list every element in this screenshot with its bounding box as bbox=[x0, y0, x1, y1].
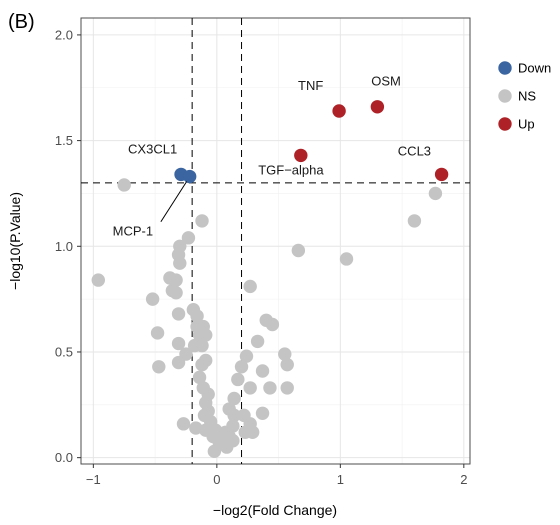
data-point-ns bbox=[227, 391, 241, 406]
data-point-ns bbox=[250, 334, 265, 349]
legend-label: NS bbox=[518, 89, 536, 104]
x-tick-label: −1 bbox=[86, 472, 101, 487]
legend-label: Up bbox=[518, 117, 535, 132]
data-point-ns bbox=[176, 417, 191, 431]
data-point-ns bbox=[195, 338, 209, 353]
annotation-label: OSM bbox=[371, 74, 401, 89]
data-point-ns bbox=[195, 357, 209, 372]
legend: Down NS Up bbox=[498, 61, 551, 132]
x-tick-label: 0 bbox=[213, 472, 220, 487]
data-point-ns bbox=[171, 355, 186, 370]
data-point-ns bbox=[339, 252, 354, 266]
legend-label: Down bbox=[518, 61, 551, 76]
y-axis-label: −log10(P.Value) bbox=[7, 192, 23, 290]
point-annotations: CX3CL1 MCP-1 TNF OSM TGF−alpha CCL3 bbox=[113, 74, 431, 239]
data-point-ns bbox=[234, 360, 249, 374]
legend-key-ns bbox=[498, 89, 512, 103]
data-point-ns bbox=[195, 214, 209, 228]
panel-label: (B) bbox=[8, 11, 35, 33]
annotation-leader-line bbox=[160, 181, 188, 222]
axes: −1 0 1 2 0.0 0.5 1.0 1.5 2.0 bbox=[55, 27, 468, 487]
data-point-ns bbox=[239, 349, 254, 363]
y-tick-label: 0.5 bbox=[55, 344, 73, 359]
x-tick-label: 2 bbox=[460, 472, 467, 487]
data-point-ns bbox=[117, 178, 131, 192]
data-point-ns bbox=[222, 402, 236, 416]
data-point-ns bbox=[243, 279, 257, 294]
data-point-ns bbox=[407, 214, 422, 228]
data-point-ns bbox=[243, 381, 257, 395]
data-point-ns bbox=[278, 347, 292, 361]
annotation-label: TNF bbox=[298, 78, 323, 93]
annotation-label: CX3CL1 bbox=[128, 141, 177, 156]
y-tick-label: 0.0 bbox=[55, 450, 73, 465]
y-tick-label: 2.0 bbox=[55, 27, 73, 42]
data-point-ns bbox=[192, 370, 207, 385]
data-point-ns bbox=[145, 292, 160, 306]
data-point-ns bbox=[189, 421, 203, 435]
data-point-up bbox=[434, 167, 449, 182]
data-point-ns bbox=[255, 364, 270, 378]
data-point-ns bbox=[245, 425, 260, 439]
y-tick-label: 1.0 bbox=[55, 239, 73, 254]
data-point-up bbox=[370, 100, 385, 114]
data-point-ns bbox=[428, 186, 443, 201]
data-point-up bbox=[294, 148, 308, 163]
data-point-ns bbox=[190, 309, 204, 323]
plot-panel-border bbox=[80, 17, 471, 465]
data-point-ns bbox=[280, 357, 294, 372]
data-point-ns bbox=[265, 317, 280, 332]
data-point-ns bbox=[173, 256, 187, 270]
data-point-ns bbox=[171, 336, 186, 351]
legend-key-down bbox=[498, 61, 512, 75]
data-point-ns bbox=[171, 307, 186, 321]
annotation-label: TGF−alpha bbox=[258, 162, 324, 177]
data-point-ns bbox=[291, 243, 306, 258]
annotation-label: MCP-1 bbox=[113, 224, 153, 239]
data-point-ns bbox=[263, 381, 277, 395]
data-point-ns bbox=[280, 381, 294, 395]
data-point-ns bbox=[255, 406, 270, 420]
data-points bbox=[91, 100, 449, 459]
data-point-ns bbox=[181, 231, 196, 245]
grid-lines bbox=[81, 18, 470, 464]
data-point-ns bbox=[152, 360, 166, 374]
x-tick-label: 1 bbox=[337, 472, 344, 487]
data-point-ns bbox=[226, 419, 240, 433]
data-point-ns bbox=[169, 273, 183, 287]
annotation-label: CCL3 bbox=[398, 143, 431, 158]
data-point-ns bbox=[207, 444, 222, 459]
data-point-ns bbox=[91, 273, 105, 287]
data-point-ns bbox=[169, 286, 183, 300]
data-point-ns bbox=[150, 326, 165, 340]
data-point-ns bbox=[199, 328, 213, 342]
data-point-up bbox=[332, 104, 346, 118]
legend-key-up bbox=[498, 117, 512, 131]
data-point-ns bbox=[231, 372, 245, 387]
data-point-ns bbox=[213, 431, 228, 446]
y-tick-label: 1.5 bbox=[55, 133, 73, 148]
data-point-down bbox=[182, 169, 197, 184]
x-axis-label: −log2(Fold Change) bbox=[213, 502, 337, 518]
threshold-lines bbox=[81, 18, 470, 464]
